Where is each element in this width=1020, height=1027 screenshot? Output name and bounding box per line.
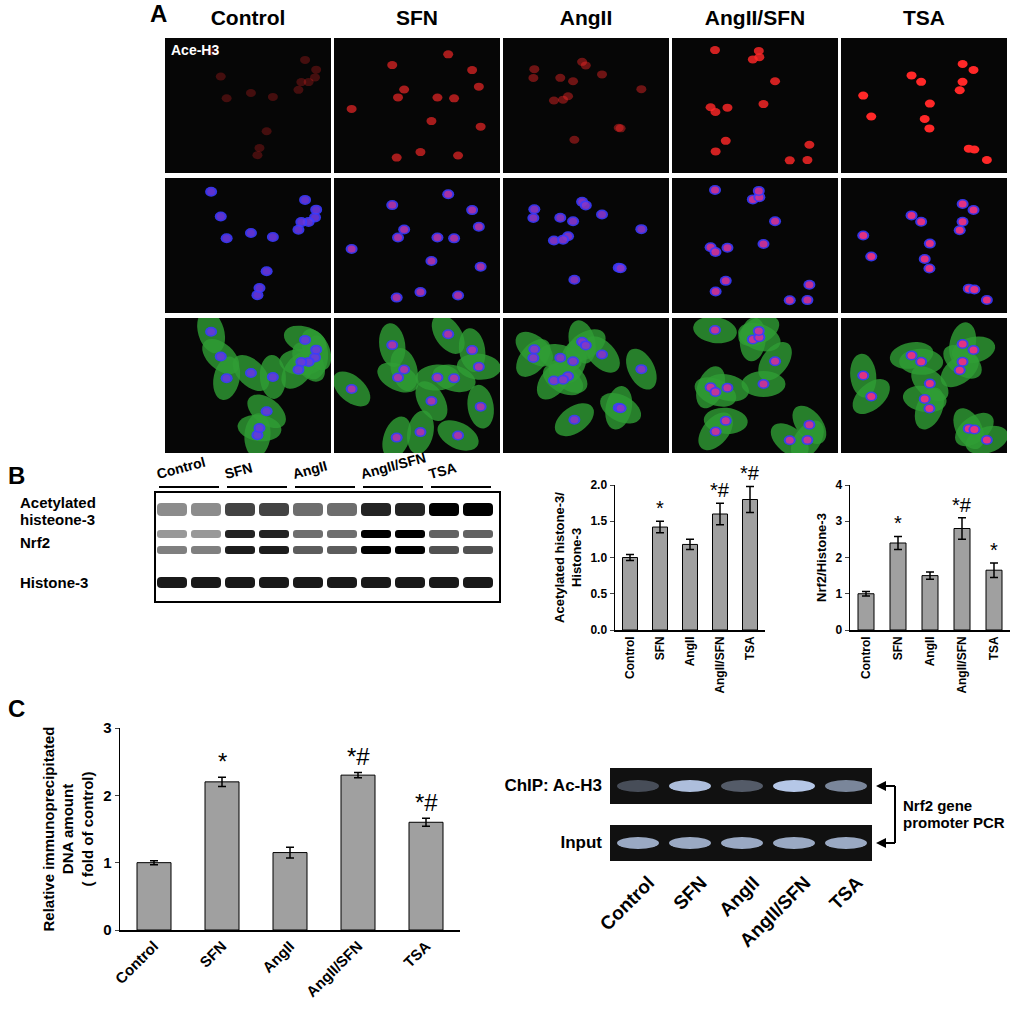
svg-text:*#: *# bbox=[347, 743, 370, 770]
svg-text:3: 3 bbox=[835, 514, 842, 528]
svg-text:*: * bbox=[894, 512, 902, 534]
html-text:Input: Input bbox=[560, 833, 602, 852]
svg-text:*#: *# bbox=[952, 494, 972, 516]
svg-text:0: 0 bbox=[103, 921, 111, 938]
html-text:SFN: SFN bbox=[396, 6, 438, 29]
html-text:Control: Control bbox=[154, 453, 208, 482]
html-text:AngII: AngII bbox=[559, 6, 613, 29]
html-text:SFN: SFN bbox=[669, 872, 711, 914]
svg-text:0: 0 bbox=[835, 623, 842, 637]
svg-text:Relative immunoprecipitatedDNA: Relative immunoprecipitatedDNA amount( f… bbox=[40, 726, 96, 931]
svg-text:1: 1 bbox=[835, 587, 842, 601]
svg-text:SFN: SFN bbox=[891, 636, 905, 660]
svg-text:*#: *# bbox=[710, 479, 730, 501]
html-text:AngII: AngII bbox=[714, 872, 763, 921]
svg-text:AngII: AngII bbox=[259, 937, 298, 976]
html-text:A: A bbox=[150, 0, 168, 27]
svg-text:AngII/SFN: AngII/SFN bbox=[303, 937, 366, 1000]
svg-text:AngII: AngII bbox=[923, 636, 937, 666]
svg-text:TSA: TSA bbox=[987, 636, 1001, 660]
html-text:SFN: SFN bbox=[222, 459, 254, 482]
html-text:Ace-H3: Ace-H3 bbox=[171, 42, 220, 58]
svg-text:Control: Control bbox=[623, 636, 637, 679]
svg-text:*: * bbox=[218, 748, 227, 775]
html-text:TSA: TSA bbox=[903, 6, 945, 29]
html-text:B: B bbox=[8, 462, 26, 489]
svg-text:1.5: 1.5 bbox=[590, 514, 607, 528]
html-text:AngII/SFN: AngII/SFN bbox=[735, 872, 815, 951]
svg-text:3: 3 bbox=[103, 719, 111, 736]
svg-text:SFN: SFN bbox=[653, 636, 667, 660]
svg-text:AngII/SFN: AngII/SFN bbox=[955, 636, 969, 693]
html-text:histeone-3: histeone-3 bbox=[20, 511, 95, 528]
html-text:Nrf2 gene: Nrf2 gene bbox=[903, 797, 973, 814]
html-text:Nrf2: Nrf2 bbox=[20, 534, 50, 551]
svg-text:AngII: AngII bbox=[683, 636, 697, 666]
svg-text:Control: Control bbox=[112, 937, 162, 987]
html-text:promoter PCR: promoter PCR bbox=[903, 814, 1005, 831]
svg-text:SFN: SFN bbox=[196, 937, 229, 970]
html-text:AngII: AngII bbox=[290, 457, 329, 482]
svg-text:Control: Control bbox=[859, 636, 873, 679]
svg-text:1: 1 bbox=[103, 854, 111, 871]
html-text:Control: Control bbox=[210, 6, 286, 29]
html-text:ChIP: Ac-H3: ChIP: Ac-H3 bbox=[504, 776, 602, 795]
svg-text:2: 2 bbox=[835, 551, 842, 565]
svg-text:Nrf2/Histone-3: Nrf2/Histone-3 bbox=[814, 513, 829, 602]
svg-text:4: 4 bbox=[835, 478, 842, 492]
html-text:AngII/SFN: AngII/SFN bbox=[358, 449, 428, 482]
svg-text:TSA: TSA bbox=[743, 636, 757, 660]
html-text:C: C bbox=[8, 695, 26, 722]
svg-text:*: * bbox=[990, 539, 998, 561]
html-text:AngII/SFN: AngII/SFN bbox=[704, 6, 806, 29]
svg-text:AngII/SFN: AngII/SFN bbox=[713, 636, 727, 693]
html-text:Acetylated: Acetylated bbox=[20, 494, 96, 511]
svg-text:*#: *# bbox=[740, 462, 760, 484]
svg-text:2.0: 2.0 bbox=[590, 478, 607, 492]
svg-text:1.0: 1.0 bbox=[590, 551, 607, 565]
html-text:Control: Control bbox=[596, 872, 659, 935]
svg-text:TSA: TSA bbox=[400, 937, 433, 970]
html-text:TSA: TSA bbox=[426, 459, 458, 482]
svg-text:0.5: 0.5 bbox=[590, 587, 607, 601]
svg-text:0.0: 0.0 bbox=[590, 623, 607, 637]
svg-text:2: 2 bbox=[103, 787, 111, 804]
html-text:Histone-3: Histone-3 bbox=[20, 574, 89, 591]
svg-text:*: * bbox=[656, 497, 664, 519]
svg-text:*#: *# bbox=[415, 789, 438, 816]
svg-text:Acetylated histone-3/Histone-3: Acetylated histone-3/Histone-3 bbox=[552, 492, 584, 623]
html-text:TSA: TSA bbox=[825, 872, 867, 914]
